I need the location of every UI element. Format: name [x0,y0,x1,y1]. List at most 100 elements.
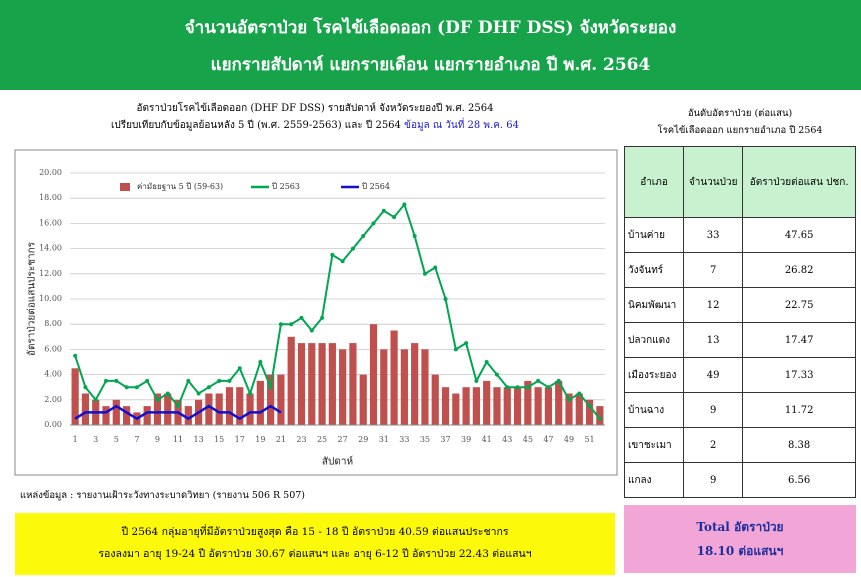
line [74,202,601,420]
bar [472,387,480,425]
chart-subtitle-row: เปรียบเทียบกับข้อมูลย้อนหลัง 5 ปี (พ.ศ. … [15,117,615,134]
legend-label: ปี 2563 [271,182,300,191]
total-box: Total อัตราป่วย 18.10 ต่อแสนฯ [624,505,856,573]
bar [236,387,244,425]
point [165,391,170,396]
point [93,397,98,402]
bar [555,380,563,425]
y-tick-label: 14.00 [39,244,62,253]
point [464,341,469,346]
point [248,391,253,396]
x-tick-label: 37 [440,435,450,444]
x-tick-label: 1 [73,435,78,444]
table-cell: 9 [683,462,744,498]
x-tick-label: 33 [399,435,409,444]
bar [513,387,522,425]
point [83,385,88,390]
bar [164,393,172,425]
point [474,378,479,383]
caption-line: อันดับอัตราป่วย (ต่อแสน) [687,108,793,119]
point [505,385,510,390]
y-tick-label: 18.00 [39,193,62,202]
header-title: จำนวนอัตราป่วย โรคไข้เลือดออก (DF DHF DS… [184,18,677,38]
point [114,378,119,383]
point [299,315,304,320]
column-header: อำเภอ [623,146,685,218]
bar [411,343,419,425]
point [556,378,561,383]
point [186,378,191,383]
point [124,385,129,390]
bar [225,387,234,425]
point [73,353,78,358]
chart-frame [14,149,618,476]
bar [122,406,131,425]
bar [493,387,501,425]
bar [102,406,110,425]
table-cell: 12 [683,287,744,323]
y-tick-label: 10.00 [39,294,62,303]
point [422,271,427,276]
annotation: ข้อมูล ณ วันที่ 28 พ.ค. 64 [404,120,519,131]
x-tick-label: 41 [482,435,492,444]
x-tick-label: 13 [194,435,204,444]
bar [534,387,542,425]
legend-label: ค่ามัธยฐาน 5 ปี (59-63) [137,182,223,191]
point [443,297,448,301]
x-tick-label: 51 [584,435,594,444]
point [361,234,366,238]
x-tick-label: 29 [358,435,368,444]
x-tick-label: 9 [155,435,160,444]
point [289,322,294,327]
x-tick-label: 47 [543,435,553,444]
bar [565,393,573,425]
bar [359,374,367,425]
legend-swatch [120,183,130,191]
bar [277,374,285,425]
point [566,397,571,402]
point [433,265,438,270]
header-subtitle: แยกรายสัปดาห์ แยกรายเดือน แยกรายอำเภอ ปี… [210,55,651,75]
point [104,378,109,383]
point [268,385,273,390]
table-row: แกลง 9 6.56 [623,462,856,498]
point [525,385,530,390]
table-cell: 2 [683,427,744,463]
x-tick-label: 21 [276,435,286,444]
point [597,416,602,421]
header-row: อำเภอ จำนวนป่วย อัตราป่วยต่อแสน ปชก. [623,146,856,218]
y-tick-label: 16.00 [39,218,62,227]
table-row: นิคมพัฒนา 12 22.75 [623,287,856,323]
table-row: ปลวกแดง 13 17.47 [623,322,856,358]
point [155,397,160,402]
column-header: จำนวนป่วย [683,146,744,218]
point [258,360,263,364]
note-line: รองลงมา อายุ 19-24 ปี อัตราป่วย 30.67 ต่… [98,548,532,560]
x-tick-label: 43 [502,435,512,444]
point [134,385,139,390]
total-line: 18.10 ต่อแสนฯ [696,544,784,558]
chart-title: อัตราป่วยโรคไข้เลือดออก (DHF DF DSS) ราย… [136,103,494,114]
bar [575,393,583,425]
table-cell: บ้านฉาง [623,392,685,428]
point [145,378,150,383]
x-tick-label: 3 [93,435,98,444]
bar [380,349,388,425]
x-tick-label: 11 [173,435,183,444]
bar [483,380,491,425]
table-cell: 13 [683,322,744,358]
x-tick-label: 27 [338,435,348,444]
bar [71,368,79,425]
bar [544,387,553,425]
table-row: บ้านฉาง 9 11.72 [623,392,856,428]
point [206,385,211,390]
bar [503,387,511,425]
point [227,378,232,383]
bar [81,393,90,425]
table-row: เขาชะเมา 2 8.38 [623,427,856,463]
bar [287,336,295,425]
bar [400,349,408,425]
bar [153,393,162,425]
y-tick-label: 2.00 [44,395,62,404]
legend-label: ปี 2564 [361,182,390,191]
